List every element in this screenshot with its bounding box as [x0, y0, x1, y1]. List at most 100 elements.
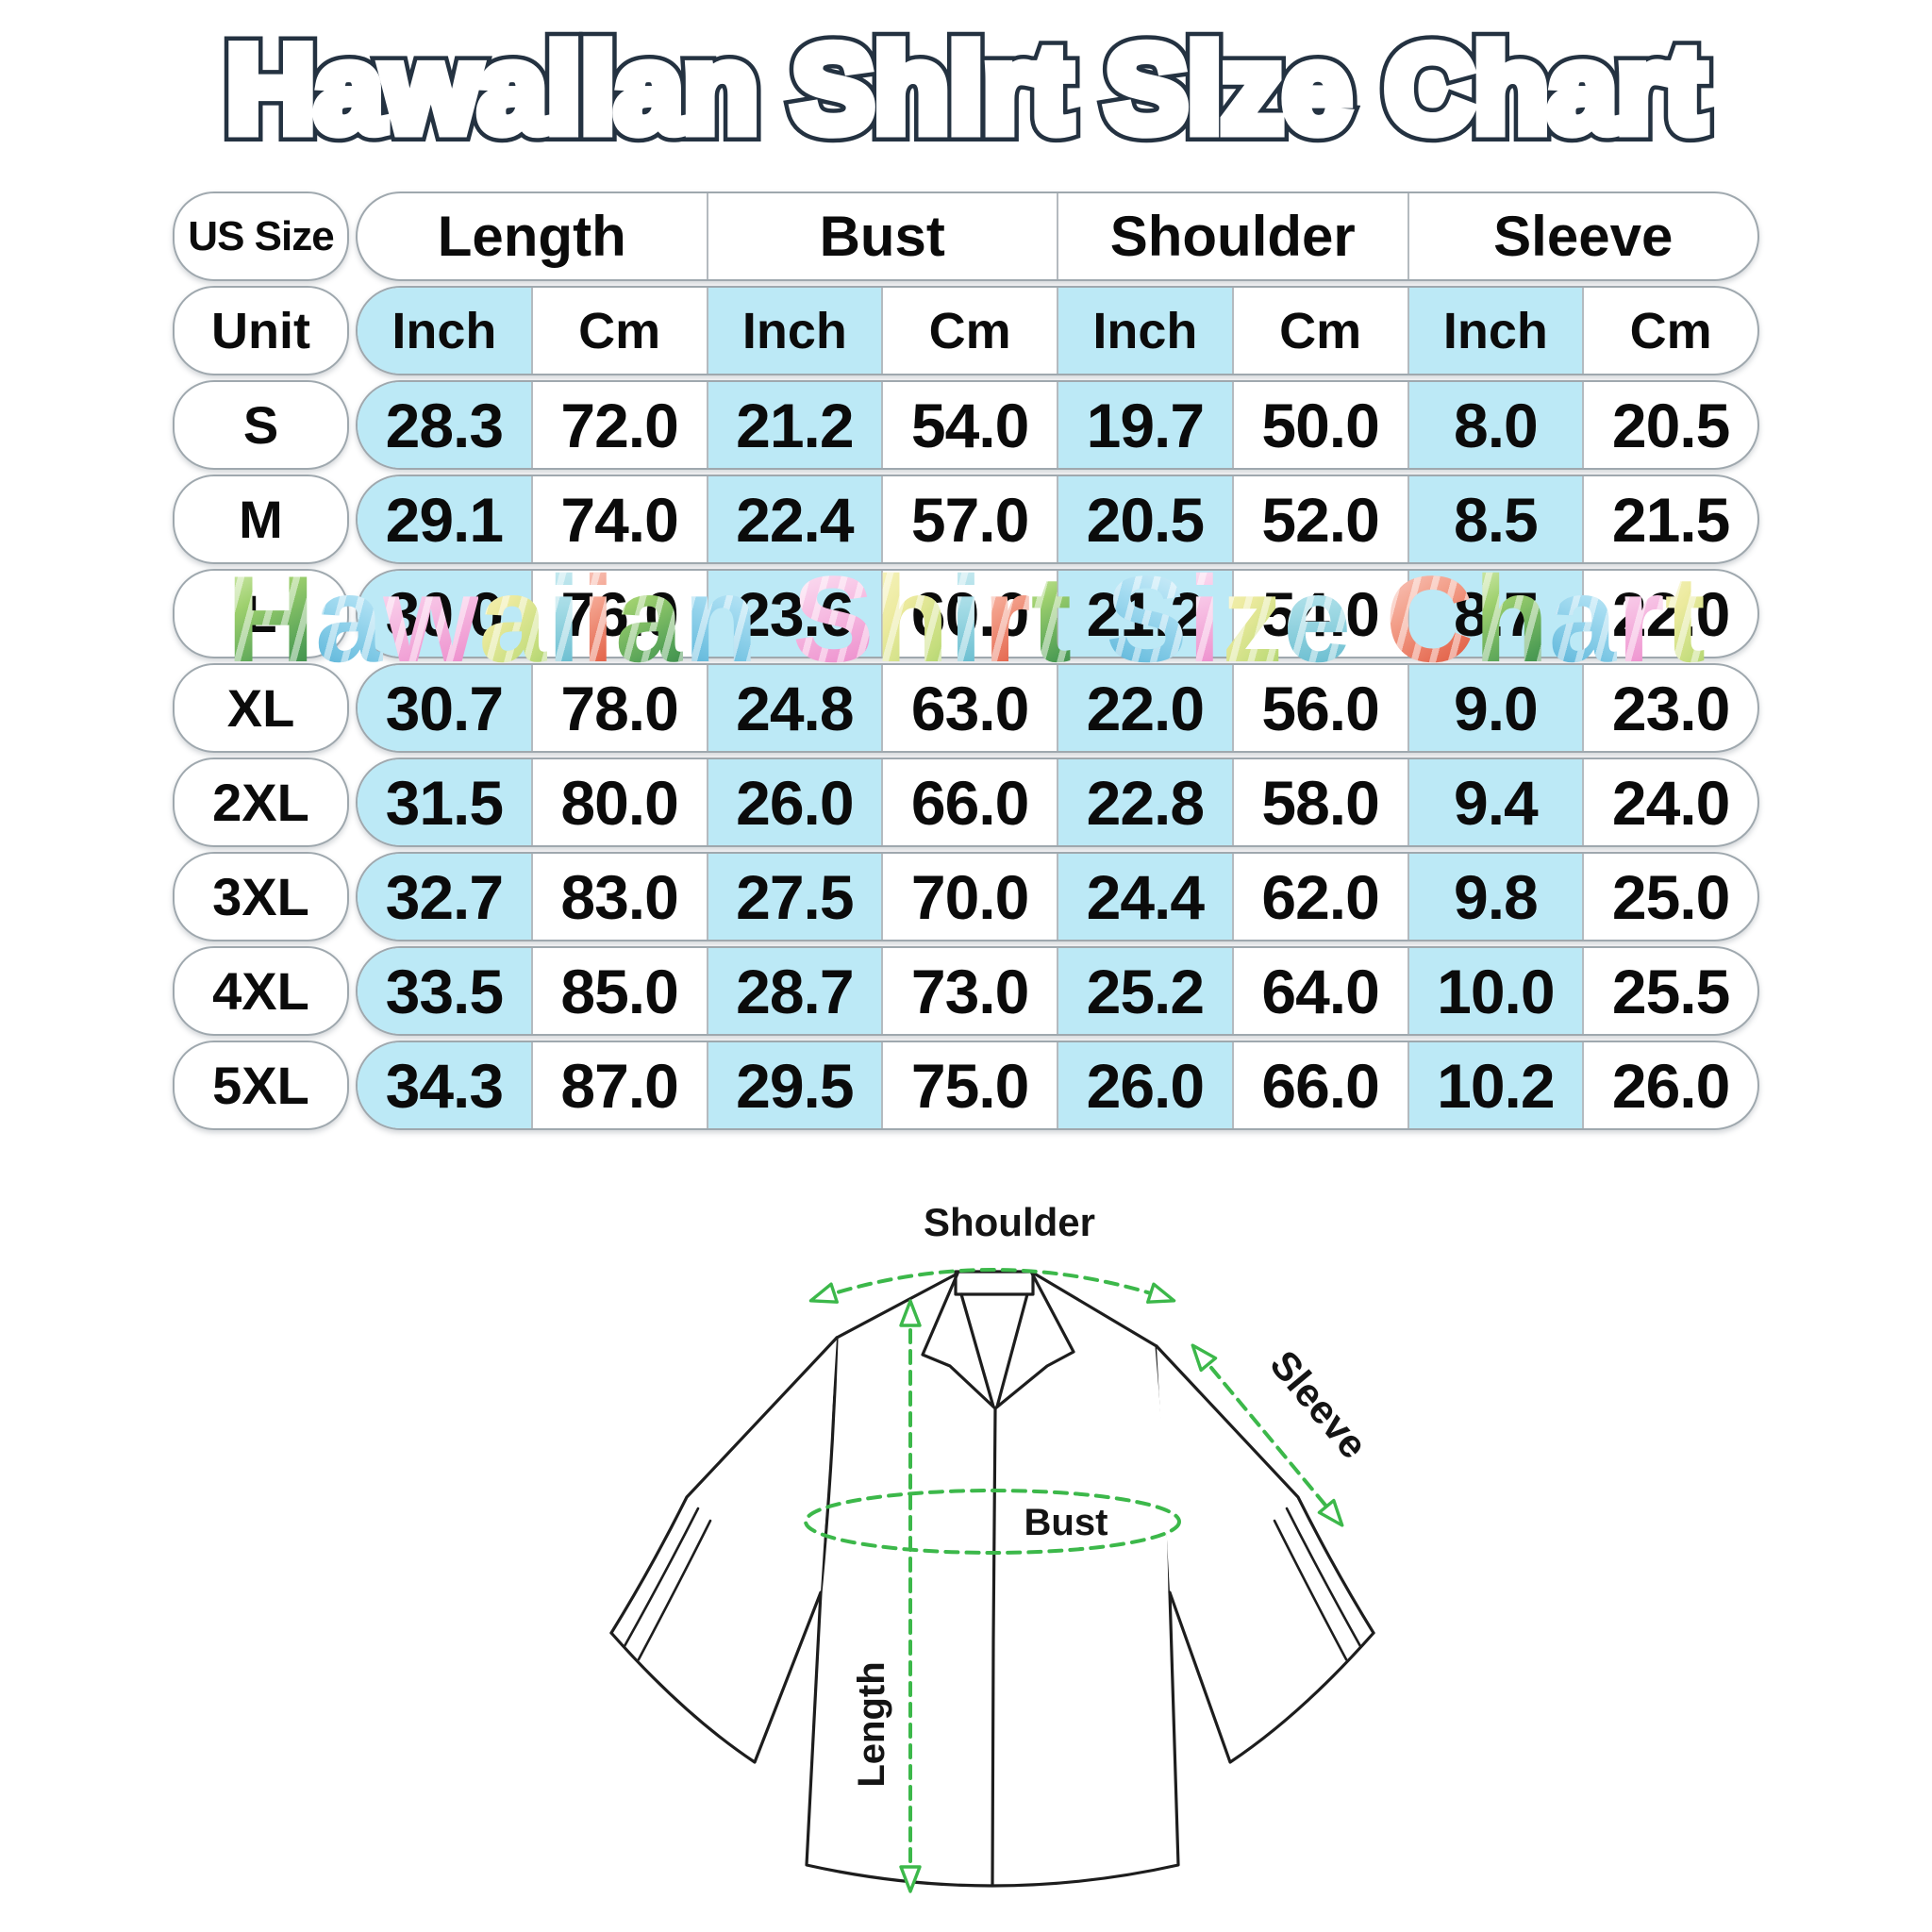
value-cell: 25.0 [1582, 854, 1757, 940]
value-cell: 52.0 [1231, 476, 1407, 562]
table-body: S 28.3 72.0 21.2 54.0 19.7 50.0 8.0 20.5 M 29.1… [173, 380, 1759, 1130]
value-cell: 27.5 [706, 854, 882, 940]
values-capsule: 34.3 87.0 29.5 75.0 26.0 66.0 10.2 26.0 [356, 1041, 1759, 1130]
value-cell: 29.5 [706, 1042, 882, 1128]
value-cell: 29.1 [358, 476, 531, 562]
title-letter: w [383, 549, 479, 688]
value-cell: 50.0 [1231, 382, 1407, 468]
title-letter [1351, 550, 1385, 688]
value-cell: 9.4 [1407, 759, 1583, 845]
size-label: 4XL [212, 961, 309, 1021]
title-letter: S [1106, 549, 1188, 688]
value-cell: 66.0 [1231, 1042, 1407, 1128]
value-cell: 21.5 [1582, 476, 1757, 562]
title-text: Hawaiian Shirt Size Chart [226, 549, 1706, 688]
col-header-sleeve: Sleeve [1407, 193, 1758, 279]
title-letter: n [683, 549, 758, 688]
title-letter: C [1385, 549, 1474, 688]
bust-measure-ellipse [804, 1489, 1181, 1555]
value-cell: 73.0 [881, 948, 1057, 1034]
size-cell: 2XL [173, 758, 349, 847]
title-letter: a [314, 549, 384, 688]
size-label: XL [226, 678, 295, 738]
sleeve-measure-line [1191, 1343, 1344, 1527]
value-cell: 70.0 [881, 854, 1057, 940]
value-cell: 10.0 [1407, 948, 1583, 1034]
value-cell: 24.4 [1057, 854, 1232, 940]
table-row: 5XL 34.3 87.0 29.5 75.0 26.0 66.0 10.2 26.0 [173, 1041, 1759, 1130]
value-cell: 33.5 [358, 948, 531, 1034]
value-cell: 28.3 [358, 382, 531, 468]
unit-cell-cm: Cm [881, 288, 1057, 374]
value-cell: 24.0 [1582, 759, 1757, 845]
title-letter: i [580, 549, 615, 688]
size-cell: 3XL [173, 852, 349, 941]
shirt-measurement-diagram: Shoulder Sleeve Bust Length [609, 1194, 1382, 1893]
value-cell: 75.0 [881, 1042, 1057, 1128]
size-label: 3XL [212, 867, 309, 926]
unit-cell-cm: Cm [1582, 288, 1757, 374]
shoulder-measure-line [808, 1268, 1176, 1304]
value-cell: 28.7 [706, 948, 882, 1034]
size-label: 2XL [212, 773, 309, 832]
value-cell: 25.5 [1582, 948, 1757, 1034]
shirt-outline [609, 1270, 1375, 1888]
shoulder-measure-label: Shoulder [924, 1200, 1095, 1244]
value-cell: 83.0 [530, 854, 707, 940]
title-letter: h [874, 549, 949, 688]
title-letter: z [1221, 549, 1283, 688]
title-letter: a [614, 549, 684, 688]
title-letter: a [1548, 549, 1618, 688]
title-outline-layer: Hawaiian Shirt Size Chart [216, 12, 1716, 166]
title-letter: t [1664, 549, 1706, 688]
size-label: 5XL [212, 1056, 309, 1115]
unit-cell-inch: Inch [706, 288, 882, 374]
value-cell: 72.0 [530, 382, 707, 468]
value-cell: 66.0 [881, 759, 1057, 845]
value-cell: 54.0 [881, 382, 1057, 468]
table-row: 3XL 32.7 83.0 27.5 70.0 24.4 62.0 9.8 25.0 [173, 852, 1759, 941]
value-cell: 19.7 [1057, 382, 1232, 468]
title-letter: i [546, 549, 581, 688]
values-capsule: 33.5 85.0 28.7 73.0 25.2 64.0 10.0 25.5 [356, 946, 1759, 1036]
value-cell: 80.0 [530, 759, 707, 845]
title-letter: H [226, 549, 315, 688]
value-cell: 26.0 [706, 759, 882, 845]
value-cell: 87.0 [530, 1042, 707, 1128]
length-measure-label: Length [851, 1661, 892, 1787]
value-cell: 22.4 [706, 476, 882, 562]
value-cell: 8.0 [1407, 382, 1583, 468]
value-cell: 25.2 [1057, 948, 1232, 1034]
value-cell: 58.0 [1231, 759, 1407, 845]
table-row: M 29.1 74.0 22.4 57.0 20.5 52.0 8.5 21.5 [173, 475, 1759, 564]
value-cell: 57.0 [881, 476, 1057, 562]
value-cell: 20.5 [1582, 382, 1757, 468]
title-letter: a [478, 549, 547, 688]
size-label: M [239, 490, 283, 549]
value-cell: 85.0 [530, 948, 707, 1034]
size-cell: 4XL [173, 946, 349, 1036]
unit-row: Unit Inch Cm Inch Cm Inch Cm Inch Cm [173, 286, 1759, 375]
size-label: S [242, 395, 279, 455]
title-letter [1072, 550, 1106, 688]
title-letter [758, 550, 792, 688]
unit-cell-cm: Cm [530, 288, 707, 374]
value-cell: 26.0 [1057, 1042, 1232, 1128]
table-row: 2XL 31.5 80.0 26.0 66.0 22.8 58.0 9.4 24.0 [173, 758, 1759, 847]
value-cell: 9.8 [1407, 854, 1583, 940]
value-cell: 10.2 [1407, 1042, 1583, 1128]
unit-cell-inch: Inch [358, 288, 531, 374]
table-row: S 28.3 72.0 21.2 54.0 19.7 50.0 8.0 20.5 [173, 380, 1759, 470]
unit-cell-cm: Cm [1231, 288, 1407, 374]
values-capsule: 32.7 83.0 27.5 70.0 24.4 62.0 9.8 25.0 [356, 852, 1759, 941]
value-cell: 26.0 [1582, 1042, 1757, 1128]
value-cell: 8.5 [1407, 476, 1583, 562]
size-cell: S [173, 380, 349, 470]
value-cell: 34.3 [358, 1042, 531, 1128]
bust-measure-label: Bust [1024, 1502, 1108, 1543]
title-letter: i [1187, 549, 1222, 688]
header-row: US Size Length Bust Shoulder Sleeve [173, 192, 1759, 281]
col-header-length: Length [437, 205, 626, 268]
header-capsule: Length Bust Shoulder Sleeve [356, 192, 1759, 281]
